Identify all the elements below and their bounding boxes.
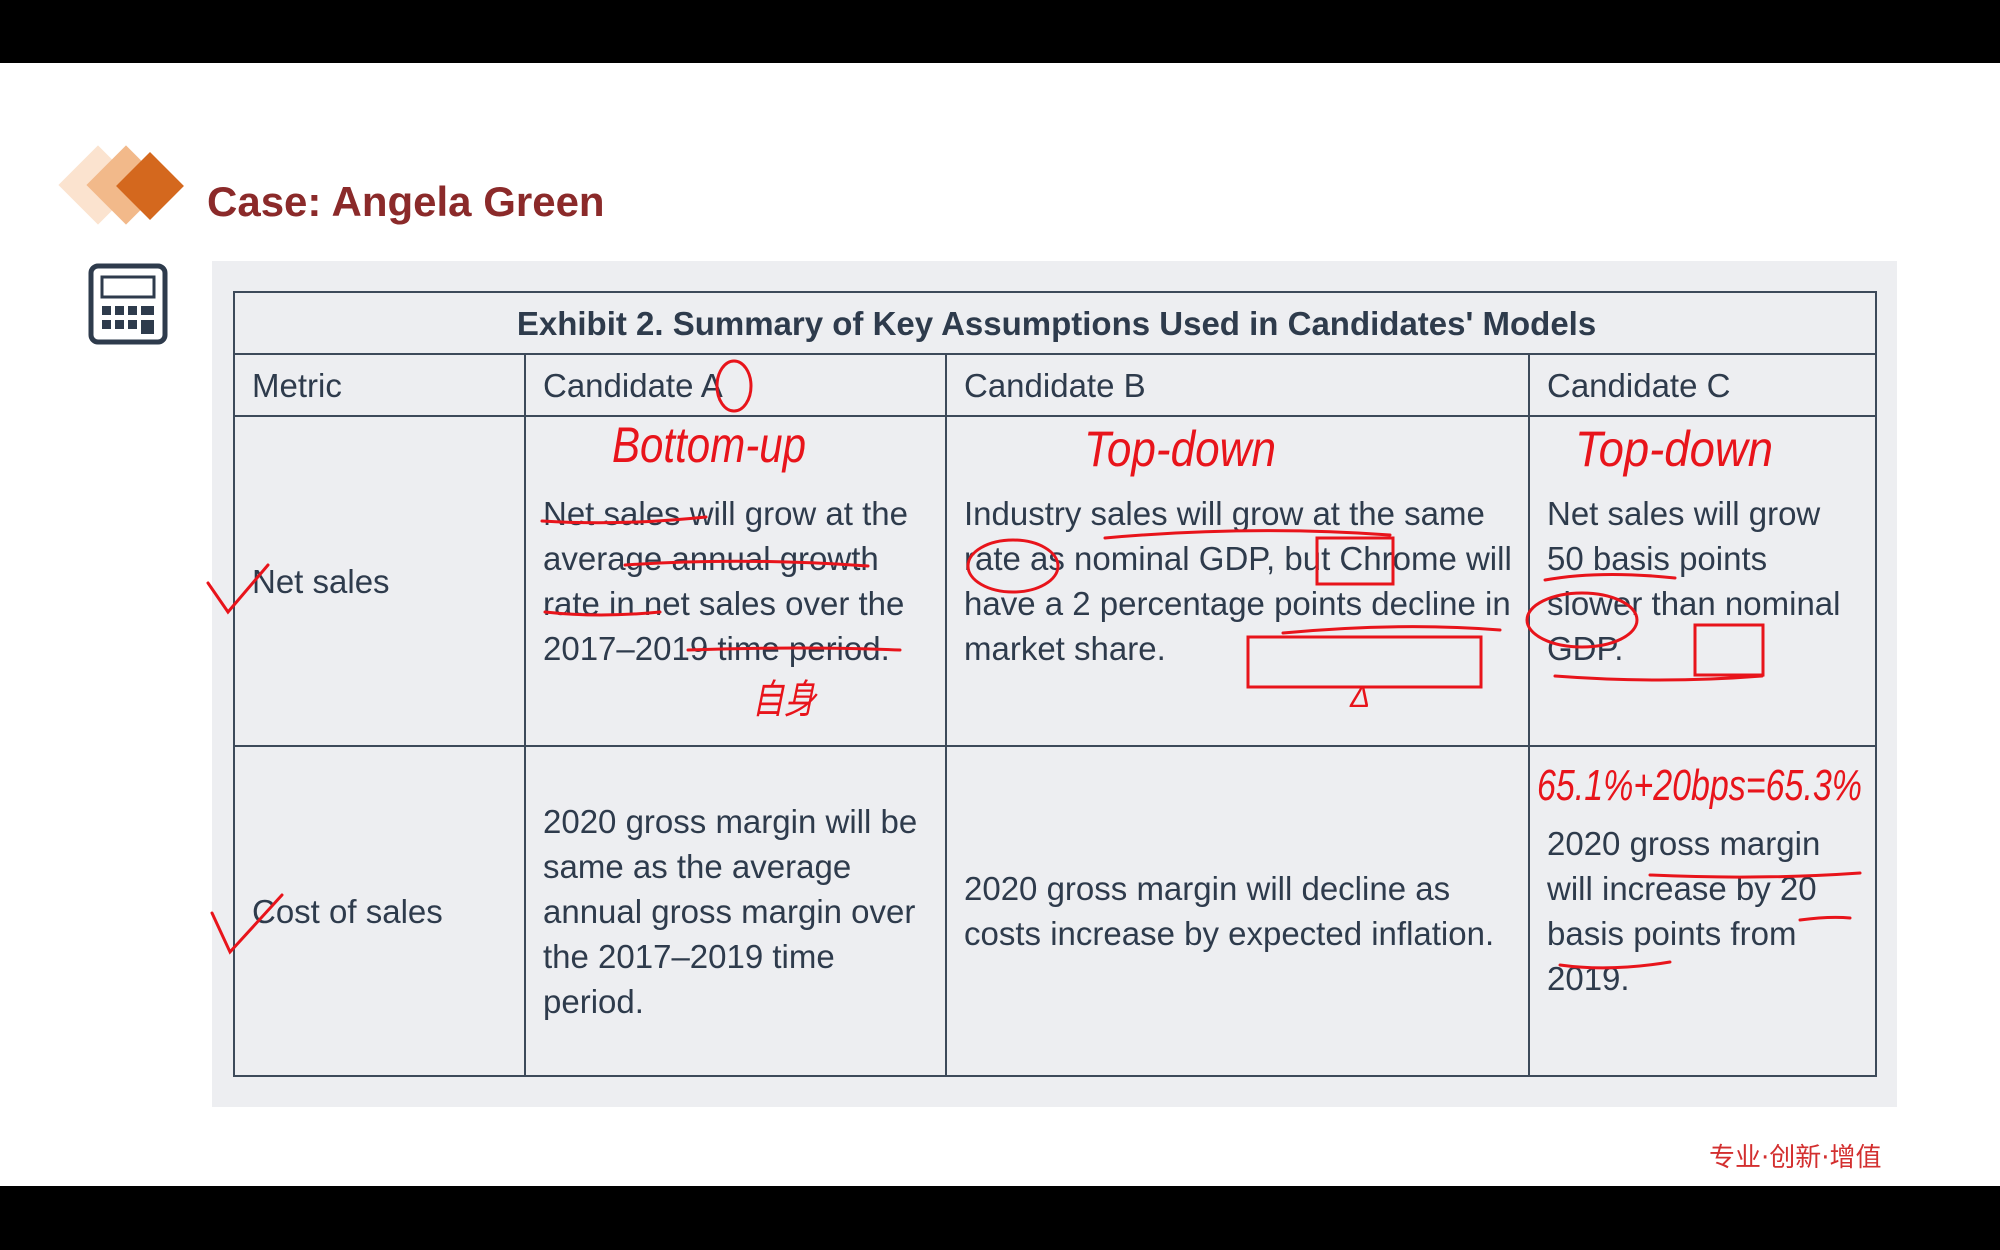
diamond: [58, 145, 138, 225]
diamond: [86, 145, 166, 225]
calculator-keys: [102, 306, 154, 334]
cell: Cost of sales: [233, 745, 526, 1077]
column-header: Candidate A: [524, 353, 947, 417]
page-title: Case: Angela Green: [207, 178, 605, 225]
column-header: Candidate C: [1527, 353, 1878, 417]
cell: 2020 gross margin will decline as costs …: [945, 745, 1530, 1077]
column-header: Metric: [233, 353, 526, 417]
diamond: [116, 152, 184, 220]
assumptions-table: Exhibit 2. Summary of Key Assumptions Us…: [232, 291, 1878, 1077]
cell: 2020 gross margin will increase by 20 ba…: [1527, 745, 1878, 1077]
cell: Net sales will grow at the average annua…: [524, 415, 947, 747]
calculator-screen: [100, 275, 156, 299]
cell: Industry sales will grow at the same rat…: [945, 415, 1530, 747]
calculator: [88, 263, 168, 345]
column-header: Candidate B: [945, 353, 1530, 417]
top-bar: [0, 0, 2000, 63]
bottom-bar: [0, 1186, 2000, 1250]
cell: Net sales: [233, 415, 526, 747]
table-caption: Exhibit 2. Summary of Key Assumptions Us…: [232, 291, 1878, 355]
footer-slogan: 专业·创新·增值: [1709, 1143, 1882, 1173]
cell: Net sales will grow 50 basis points slow…: [1527, 415, 1878, 747]
cell: 2020 gross margin will be same as the av…: [524, 745, 947, 1077]
